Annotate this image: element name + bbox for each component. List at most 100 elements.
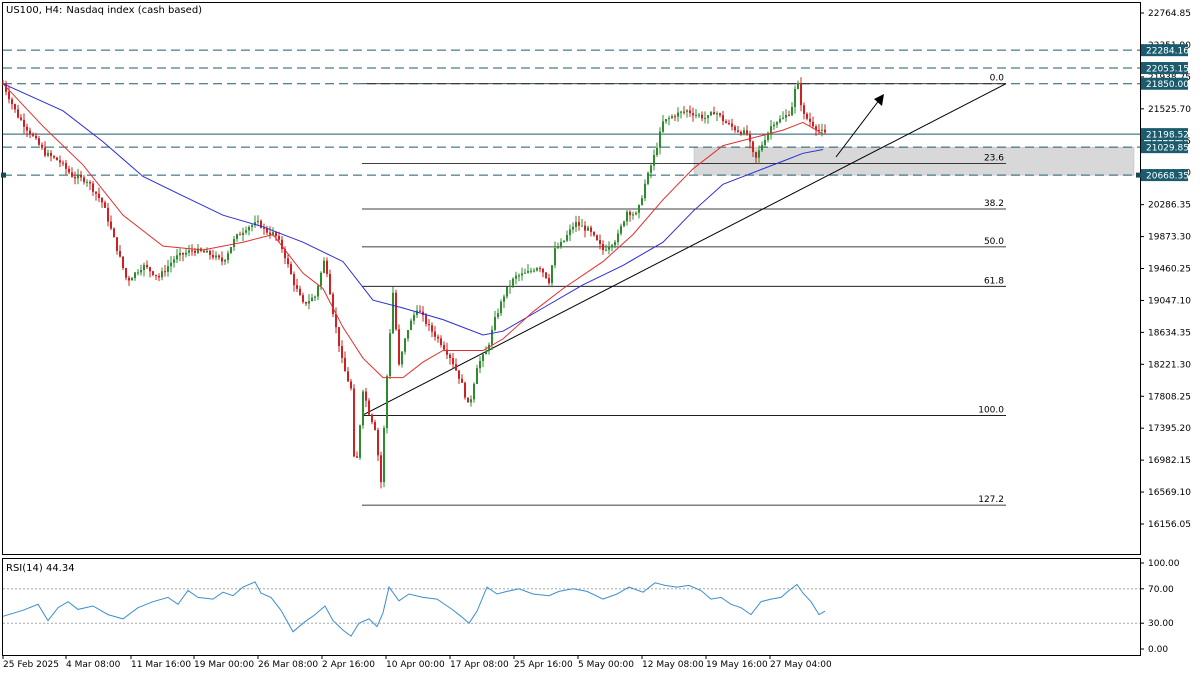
candle-body [611,245,613,247]
candle-body [68,168,70,173]
candle-body [635,212,637,215]
ma-fast-line [2,83,824,379]
candle-body [137,272,139,274]
y-tick-label: 19460.25 [1148,265,1191,275]
candle-body [389,333,391,377]
y-tick-label: 19047.10 [1148,296,1191,306]
candle-body [476,368,478,384]
candle-body [497,313,499,318]
candle-body [380,455,382,483]
candle-body [551,265,553,284]
y-tick-label: 18634.35 [1148,328,1191,338]
candle-body [350,381,352,389]
candle-body [716,113,718,115]
candle-body [353,388,355,457]
candle-body [767,132,769,141]
candle-body [446,349,448,355]
candle-body [530,270,532,272]
candle-body [512,278,514,286]
y-tick-label: 18221.30 [1148,360,1191,370]
candle-body [482,354,484,361]
candle-body [32,134,34,136]
candle-body [179,252,181,256]
candle-body [86,181,88,183]
candle-body [791,106,793,116]
candle-body [626,211,628,222]
rsi-y-tick-label: 30.00 [1148,619,1174,629]
candle-body [188,250,190,253]
candle-body [377,429,379,456]
candle-body [8,91,10,100]
candle-body [410,320,412,331]
candle-body [524,272,526,274]
candle-body [527,270,529,273]
y-tick-label: 17808.25 [1148,392,1191,402]
y-tick-label: 16982.15 [1148,456,1191,466]
candle-body [173,259,175,263]
x-tick-label: 2 Apr 16:00 [322,660,375,670]
x-tick-label: 26 Mar 08:00 [258,660,318,670]
y-tick-label: 20286.35 [1148,201,1191,211]
candle-body [653,154,655,166]
candle-body [650,165,652,173]
rsi-line [2,581,826,637]
candle-body [737,130,739,132]
candle-body [23,119,25,127]
candle-body [536,268,538,271]
candle-body [365,391,367,401]
y-tick-label: 16156.05 [1148,520,1191,530]
candle-body [674,116,676,118]
candle-body [734,126,736,131]
candle-body [785,114,787,118]
candle-body [149,267,151,272]
level-marker [1,172,6,178]
candle-body [209,250,211,255]
candle-body [548,278,550,284]
candle-body [563,240,565,242]
candle-body [143,264,145,271]
candle-body [758,150,760,158]
candle-body [416,310,418,315]
candle-body [194,250,196,253]
candle-body [218,255,220,258]
candle-body [452,358,454,365]
price-badge-label: 21850.00 [1146,80,1189,90]
candle-body [263,227,265,229]
chart-title: US100, H4: Nasdaq index (cash based) [6,5,202,16]
candle-body [20,117,22,120]
candle-body [440,338,442,345]
candle-body [299,288,301,296]
candle-body [509,285,511,287]
arrow-head [874,94,884,106]
candle-body [707,115,709,118]
candle-body [251,225,253,227]
trendline [361,83,1007,416]
fib-label: 38.2 [984,199,1004,209]
chart-description: Nasdaq index (cash based) [66,5,202,16]
candle-body [596,235,598,241]
x-tick-label: 10 Apr 00:00 [386,660,445,670]
candle-body [170,262,172,267]
candle-body [518,275,520,277]
ma-slow-line [2,83,824,336]
candle-body [128,277,130,281]
candle-body [44,147,46,156]
candle-body [587,227,589,231]
candle-body [800,83,802,106]
price-badge-label: 22284.16 [1146,47,1189,57]
candle-body [671,116,673,119]
candle-body [233,239,235,248]
candle-body [125,268,127,278]
candle-body [131,278,133,281]
candle-body [809,118,811,122]
candle-body [227,253,229,260]
candle-body [176,255,178,260]
candle-body [602,243,604,251]
candle-body [749,134,751,142]
price-badge [1141,141,1188,154]
price-badge [1141,128,1188,141]
candle-body [473,383,475,400]
x-tick-label: 11 Mar 16:00 [131,660,191,670]
candle-body [134,272,136,279]
